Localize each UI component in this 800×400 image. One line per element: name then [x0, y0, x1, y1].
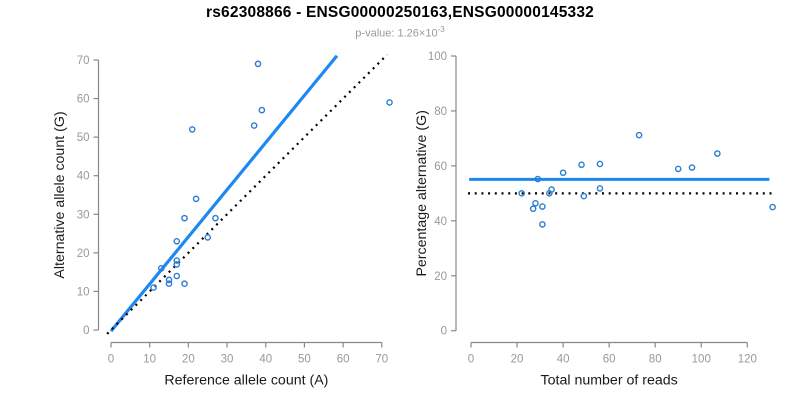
x-tick-label: 100: [692, 354, 711, 366]
x-tick-label: 120: [738, 354, 757, 366]
data-point: [596, 160, 604, 168]
x-tick-label: 0: [108, 354, 114, 366]
fit-line: [109, 54, 339, 333]
x-axis-title: Total number of reads: [541, 373, 678, 389]
data-point: [688, 164, 696, 171]
data-point: [635, 131, 643, 139]
data-point: [534, 175, 542, 183]
x-tick-label: 20: [182, 354, 195, 366]
data-point: [674, 165, 682, 173]
x-tick-label: 40: [557, 354, 570, 366]
y-tick-label: 60: [434, 161, 447, 173]
x-tick-label: 0: [468, 354, 474, 366]
data-point: [578, 161, 585, 169]
data-point: [258, 106, 266, 114]
y-tick-label: 10: [77, 286, 90, 298]
x-tick-label: 60: [337, 354, 350, 366]
y-tick-label: 40: [77, 171, 90, 183]
data-point: [548, 186, 555, 193]
data-point: [596, 185, 604, 192]
data-point: [539, 203, 546, 210]
y-tick-label: 80: [434, 106, 447, 118]
data-point: [173, 237, 181, 245]
data-point: [181, 214, 188, 222]
data-point: [769, 203, 776, 211]
data-point: [250, 122, 258, 129]
x-tick-label: 60: [603, 354, 616, 366]
x-tick-label: 30: [221, 354, 234, 366]
y-tick-label: 30: [77, 209, 90, 221]
data-point: [181, 280, 188, 288]
x-axis-title: Reference allele count (A): [164, 373, 328, 389]
data-point: [532, 199, 539, 207]
y-tick-label: 20: [434, 271, 447, 283]
x-tick-label: 50: [298, 354, 311, 366]
data-point: [173, 272, 181, 280]
data-point: [157, 264, 165, 272]
data-point: [559, 169, 567, 177]
x-tick-label: 40: [259, 354, 272, 366]
y-tick-label: 100: [428, 51, 447, 63]
x-tick-label: 10: [143, 354, 156, 366]
data-point: [714, 150, 721, 157]
y-tick-label: 0: [83, 325, 89, 337]
x-tick-label: 70: [375, 354, 388, 366]
data-point: [165, 276, 173, 284]
y-axis-title: Percentage alternative (G): [414, 110, 430, 276]
data-point: [539, 221, 546, 228]
y-tick-label: 40: [434, 216, 447, 228]
y-axis-title: Alternative allele count (G): [52, 111, 68, 278]
x-tick-label: 80: [649, 354, 662, 366]
data-point: [386, 99, 393, 106]
data-point: [580, 192, 588, 200]
identity-line: [106, 53, 388, 335]
data-point: [204, 234, 212, 241]
data-point: [529, 205, 537, 213]
x-tick-label: 20: [511, 354, 524, 366]
data-point: [192, 195, 200, 203]
allele-count-scatter-plot: 0 10 20 30 40 50 60 70 0 10 20 30 40 50 60 70 Reference …: [52, 53, 393, 389]
y-tick-label: 70: [77, 55, 90, 67]
data-point: [212, 214, 219, 222]
data-point: [518, 190, 525, 197]
data-point: [173, 257, 181, 264]
y-tick-label: 50: [77, 132, 90, 144]
data-point: [173, 261, 181, 268]
data-point: [165, 280, 173, 288]
data-point: [254, 60, 262, 68]
y-tick-label: 60: [77, 94, 90, 106]
y-tick-label: 0: [441, 326, 447, 338]
p-value-label: p-value: 1.26×10: [355, 27, 438, 40]
y-tick-label: 20: [77, 248, 90, 260]
data-point: [150, 284, 157, 291]
data-point: [188, 126, 196, 133]
page-title: rs62308866 - ENSG00000250163,ENSG0000014…: [206, 4, 594, 21]
p-value-subtitle: p-value: 1.26×10-3: [0, 25, 800, 40]
percentage-reads-scatter-plot: 0 20 40 60 80 100 0 20 40 60 80 100 120 Total number …: [414, 51, 777, 389]
p-value-exponent: -3: [437, 25, 445, 34]
